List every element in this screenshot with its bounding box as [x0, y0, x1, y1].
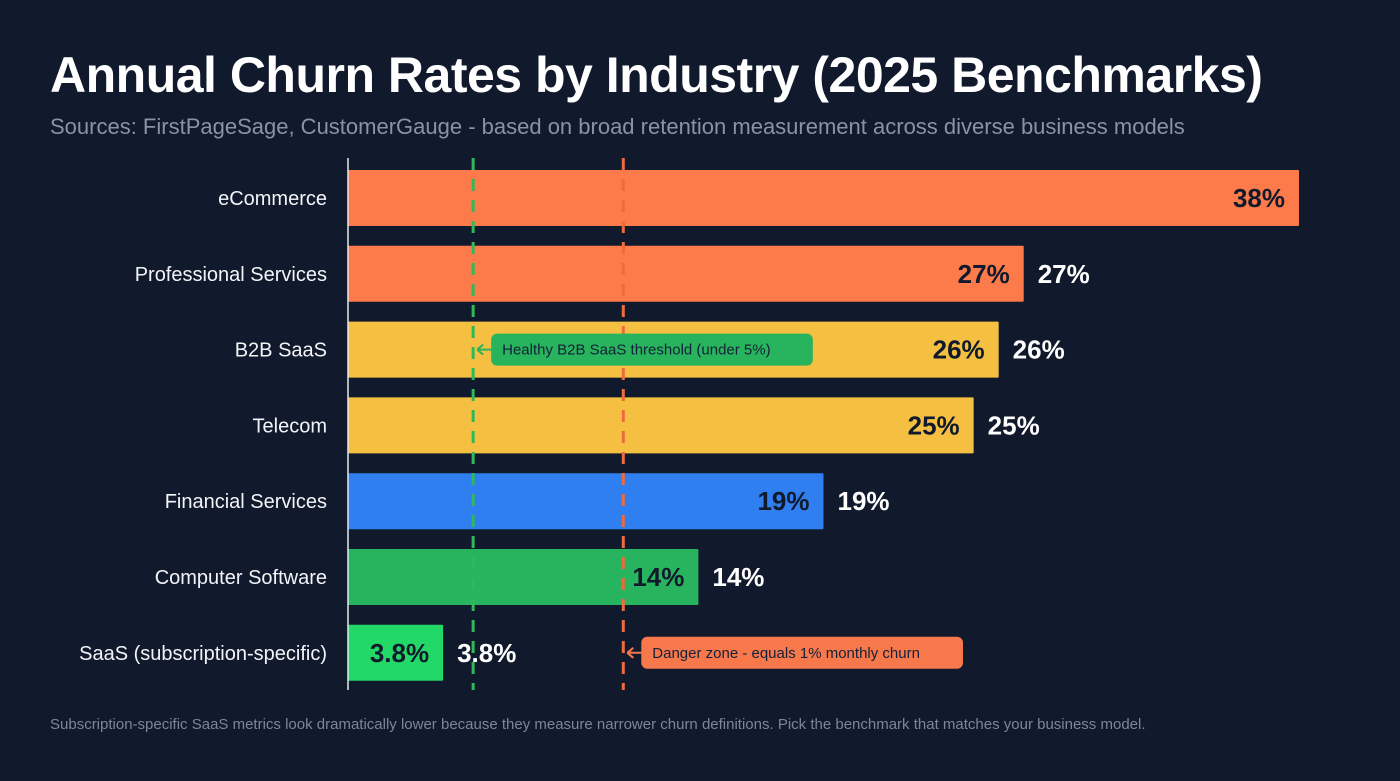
value-label-inside: 27%: [958, 259, 1010, 289]
annotation-box: [641, 636, 963, 669]
bar: [348, 473, 824, 530]
value-label: 19%: [838, 486, 890, 516]
value-label-inside: 19%: [757, 486, 809, 516]
bar: [348, 624, 444, 681]
bar: [348, 549, 699, 605]
arrow-left-icon: [626, 647, 643, 659]
annotation-label: Danger zone - equals 1% monthly churn: [652, 645, 920, 662]
bar: [348, 170, 1299, 226]
value-label: 25%: [988, 410, 1040, 440]
bar: [348, 245, 1024, 302]
value-label-inside: 14%: [632, 562, 684, 592]
value-label: 27%: [1038, 259, 1090, 289]
value-label-inside: 38%: [1233, 183, 1285, 213]
annotation-label: Healthy B2B SaaS threshold (under 5%): [502, 342, 770, 359]
value-label-inside: 25%: [908, 410, 960, 440]
value-label: 3.8%: [457, 638, 516, 668]
category-label: Telecom: [253, 415, 327, 437]
category-label: B2B SaaS: [235, 340, 327, 362]
annotation-box: [491, 333, 813, 366]
category-label: eCommerce: [218, 188, 327, 210]
category-label: SaaS (subscription-specific): [79, 643, 327, 665]
chart-subtitle: Sources: FirstPageSage, CustomerGauge - …: [50, 114, 1185, 139]
footnote: Subscription-specific SaaS metrics look …: [50, 716, 1146, 733]
arrow-left-icon: [476, 343, 493, 356]
value-label-inside: 26%: [933, 335, 985, 365]
chart-title: Annual Churn Rates by Industry (2025 Ben…: [50, 47, 1263, 103]
category-label: Computer Software: [155, 567, 327, 589]
category-label: Professional Services: [135, 264, 327, 286]
value-label-inside: 3.8%: [370, 638, 429, 668]
bar: [348, 397, 974, 454]
category-label: Financial Services: [165, 491, 327, 513]
value-label: 26%: [1013, 335, 1065, 365]
value-label: 14%: [712, 562, 764, 592]
